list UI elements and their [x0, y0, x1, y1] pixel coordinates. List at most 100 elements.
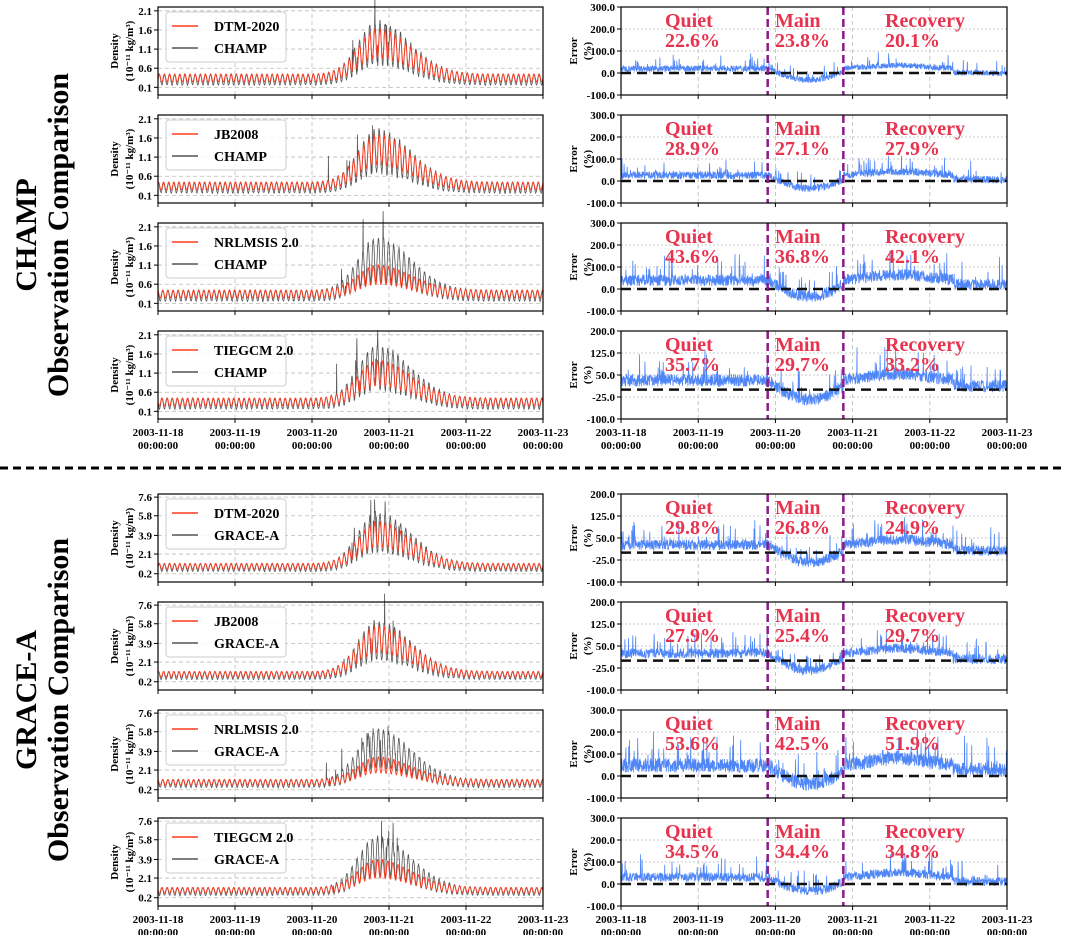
phase-label-main: Main	[775, 713, 821, 735]
error-units: (%)	[582, 637, 594, 656]
group-title: GRACE-A Observation Comparison	[10, 538, 75, 863]
phase-label-main: Main	[775, 334, 821, 356]
phase-label-quiet: Quiet	[665, 497, 713, 519]
error-units: (%)	[582, 745, 594, 764]
phase-error-recovery: 33.2%	[885, 354, 940, 376]
density-units: (10⁻¹¹ kg/m³)	[124, 128, 136, 189]
density-panel: 0.1 0.6 1.1 1.6 2.1 DTM-2020 CHAMP Density (10⁻¹…	[109, 0, 544, 99]
phase-label-recovery: Recovery	[885, 226, 965, 248]
error-label: Error	[568, 740, 580, 767]
y-tick-label: 0.1	[138, 190, 152, 202]
legend-box	[165, 11, 287, 63]
observation-line	[157, 593, 544, 681]
y-tick-label: 0.2	[138, 893, 152, 905]
legend: DTM-2020 CHAMP	[165, 11, 287, 63]
density-units: (10⁻¹¹ kg/m³)	[124, 344, 136, 405]
phase-error-main: 36.8%	[775, 246, 830, 268]
density-panel: 0.1 0.6 1.1 1.6 2.1 JB2008 CHAMP Density (10⁻¹¹ …	[109, 114, 544, 207]
legend: TIEGCM 2.0 CHAMP	[165, 335, 293, 387]
y-tick-label: 0.6	[138, 171, 152, 183]
phase-error-main: 29.7%	[775, 354, 830, 376]
error-units: (%)	[582, 366, 594, 385]
plot-frame	[157, 330, 544, 420]
error-label: Error	[568, 524, 580, 551]
phase-error-quiet: 27.9%	[665, 625, 720, 647]
legend-model-label: DTM-2020	[214, 507, 279, 522]
y-tick-label: -25.0	[592, 392, 615, 404]
legend: NRLMSIS 2.0 GRACE-A	[165, 714, 299, 766]
y-tick-label: 7.6	[138, 600, 152, 612]
y-tick-label: 50.0	[596, 533, 616, 545]
error-units: (%)	[582, 42, 594, 61]
legend-model-label: NRLMSIS 2.0	[214, 723, 299, 738]
plot-frame	[620, 601, 1008, 691]
y-tick-label: 1.6	[138, 349, 152, 361]
error-axis-label: Error (%)	[568, 145, 594, 172]
x-tick-label-time: 00:00:00	[215, 440, 256, 452]
error-units: (%)	[582, 258, 594, 277]
error-label: Error	[568, 145, 580, 172]
legend-obs-label: GRACE-A	[214, 853, 280, 868]
x-tick-label-date: 2003-11-18	[596, 914, 647, 926]
legend-box	[165, 606, 287, 658]
phase-label-main: Main	[775, 497, 821, 519]
x-tick-label-time: 00:00:00	[523, 440, 564, 452]
group-title-comparison: Observation Comparison	[42, 538, 75, 863]
error-line	[620, 852, 1008, 896]
x-tick-label-date: 2003-11-23	[518, 427, 569, 439]
legend-model-label: JB2008	[214, 128, 258, 143]
error-axis-label: Error (%)	[568, 524, 594, 551]
y-tick-label: 125.0	[590, 348, 615, 360]
y-tick-label: 0.0	[601, 68, 615, 80]
y-tick-label: 300.0	[590, 2, 615, 14]
density-units: (10⁻¹¹ kg/m³)	[124, 507, 136, 568]
legend-model-label: JB2008	[214, 615, 258, 630]
x-tick-label-time: 00:00:00	[987, 927, 1028, 935]
x-tick-label-date: 2003-11-21	[827, 427, 878, 439]
x-tick-label-time: 00:00:00	[523, 927, 564, 935]
y-tick-label: 2.1	[138, 657, 152, 669]
error-line	[620, 347, 1008, 406]
y-tick-label: 5.8	[138, 619, 152, 631]
y-tick-label: 100.0	[590, 154, 615, 166]
plot-frame	[157, 222, 544, 312]
x-tick-label-date: 2003-11-23	[518, 914, 569, 926]
plot-frame	[620, 330, 1008, 420]
x-tick-label-date: 2003-11-20	[750, 914, 801, 926]
density-label: Density	[109, 141, 121, 177]
model-line	[157, 520, 544, 570]
x-tick-label-time: 00:00:00	[138, 440, 179, 452]
density-axis-label: Density (10⁻¹¹ kg/m³)	[109, 20, 136, 81]
model-line	[157, 858, 544, 894]
x-tick-label-date: 2003-11-19	[673, 427, 724, 439]
y-tick-label: 100.0	[590, 857, 615, 869]
y-tick-label: 0.1	[138, 298, 152, 310]
y-tick-label: -100.0	[587, 90, 616, 102]
x-tick-label-date: 2003-11-19	[210, 914, 261, 926]
phase-error-main: 34.4%	[775, 841, 830, 863]
y-tick-label: 0.0	[601, 176, 615, 188]
y-tick-label: 100.0	[590, 749, 615, 761]
phase-error-recovery: 42.1%	[885, 246, 940, 268]
density-panel: 0.2 2.1 3.9 5.8 7.6 DTM-2020 GRACE-A Density (10…	[109, 492, 544, 586]
x-tick-label-date: 2003-11-20	[287, 427, 338, 439]
legend: JB2008 CHAMP	[165, 119, 287, 171]
x-tick-label-date: 2003-11-18	[133, 914, 184, 926]
y-tick-label: 200.0	[590, 489, 615, 501]
x-tick-label-time: 00:00:00	[755, 440, 796, 452]
y-tick-label: 2.1	[138, 873, 152, 885]
x-tick-label-time: 00:00:00	[138, 927, 179, 935]
x-tick-label-date: 2003-11-19	[210, 427, 261, 439]
error-line	[620, 728, 1008, 791]
density-units: (10⁻¹¹ kg/m³)	[124, 831, 136, 892]
y-tick-label: 300.0	[590, 705, 615, 717]
density-label: Density	[109, 357, 121, 393]
x-tick-label-time: 00:00:00	[292, 927, 333, 935]
x-tick-label-date: 2003-11-21	[827, 914, 878, 926]
y-tick-label: 3.9	[138, 746, 152, 758]
phase-label-quiet: Quiet	[665, 605, 713, 627]
legend-obs-label: GRACE-A	[214, 529, 280, 544]
